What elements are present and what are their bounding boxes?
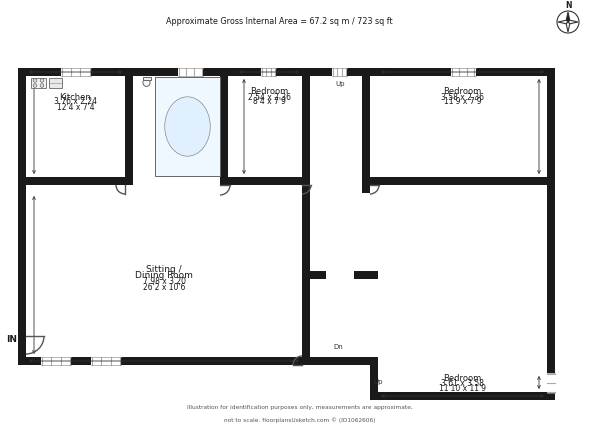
Text: Bedroom: Bedroom — [443, 374, 482, 383]
Text: 7.98 x 3.20: 7.98 x 3.20 — [143, 278, 185, 287]
Circle shape — [33, 84, 37, 87]
Circle shape — [557, 11, 579, 33]
Bar — [354, 271, 378, 279]
Bar — [178, 68, 203, 76]
Bar — [302, 271, 326, 279]
Bar — [332, 68, 347, 76]
Bar — [26, 76, 547, 185]
Text: not to scale. floorplansUsketch.com © (ID1062606): not to scale. floorplansUsketch.com © (I… — [224, 417, 376, 423]
Bar — [547, 68, 555, 400]
Bar — [228, 177, 310, 185]
Text: Bedroom: Bedroom — [443, 87, 482, 97]
Bar — [18, 68, 555, 76]
Bar — [18, 177, 133, 185]
Bar — [143, 77, 151, 80]
Bar — [18, 357, 378, 365]
Polygon shape — [566, 22, 570, 32]
Text: Bedroom: Bedroom — [250, 87, 288, 97]
Text: 11'10 x 11'9: 11'10 x 11'9 — [439, 384, 486, 393]
Text: 3.61 x 3.58: 3.61 x 3.58 — [441, 379, 484, 388]
Polygon shape — [558, 20, 568, 24]
Bar — [310, 193, 547, 209]
Polygon shape — [566, 12, 570, 22]
Bar — [31, 78, 46, 88]
Text: Kitchen: Kitchen — [59, 93, 91, 101]
Bar — [261, 68, 276, 76]
Bar — [451, 68, 476, 76]
Bar — [41, 357, 71, 365]
Text: Approximate Gross Internal Area = 67.2 sq m / 723 sq ft: Approximate Gross Internal Area = 67.2 s… — [166, 17, 392, 26]
Bar — [26, 185, 310, 357]
Text: 26'2 x 10'6: 26'2 x 10'6 — [143, 284, 185, 293]
Text: Illustration for identification purposes only, measurements are approximate,: Illustration for identification purposes… — [187, 405, 413, 410]
Text: Sitting /: Sitting / — [146, 265, 182, 275]
Text: 8'4 x 7'9: 8'4 x 7'9 — [253, 97, 286, 107]
Bar — [220, 68, 228, 185]
Bar — [378, 357, 547, 392]
Text: Up: Up — [335, 81, 345, 87]
Text: Dn: Dn — [333, 344, 343, 350]
Text: 3.58 x 2.36: 3.58 x 2.36 — [441, 93, 484, 101]
Text: 3.76 x 2.24: 3.76 x 2.24 — [54, 97, 97, 107]
Circle shape — [33, 79, 37, 82]
Polygon shape — [568, 20, 578, 24]
Bar — [155, 77, 220, 176]
Text: Up: Up — [373, 379, 383, 385]
Text: N: N — [565, 1, 571, 10]
Bar — [49, 78, 62, 88]
Text: 11'9 x 7'9: 11'9 x 7'9 — [443, 97, 481, 107]
Bar — [547, 372, 555, 392]
Bar — [91, 357, 121, 365]
Bar — [18, 357, 318, 365]
Text: 12'4 x 7'4: 12'4 x 7'4 — [56, 103, 94, 112]
Bar — [18, 68, 26, 365]
Bar — [302, 68, 310, 365]
Bar — [378, 365, 547, 392]
Bar — [61, 68, 91, 76]
Bar — [362, 68, 370, 193]
Ellipse shape — [143, 79, 150, 87]
Text: 2.54 x 2.36: 2.54 x 2.36 — [248, 93, 290, 101]
Text: Dining Room: Dining Room — [135, 271, 193, 281]
Ellipse shape — [165, 97, 210, 156]
Circle shape — [40, 79, 44, 82]
Bar — [370, 177, 555, 185]
Bar — [370, 392, 555, 400]
Bar — [125, 68, 133, 185]
Circle shape — [40, 84, 44, 87]
Text: IN: IN — [7, 335, 17, 343]
Bar — [370, 357, 378, 400]
